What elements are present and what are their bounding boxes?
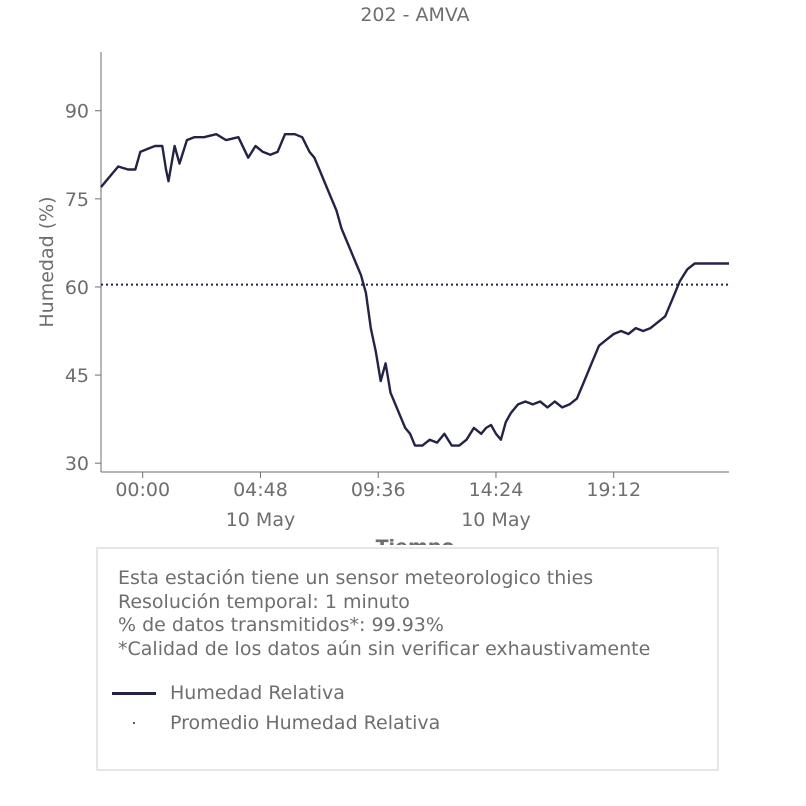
x-tick-date-label: 10 May: [461, 509, 531, 531]
x-ticks: 00:00 04:48 10 May 09:36 14:24 10 May 19:12: [115, 472, 641, 531]
info-line-transmitted: % de datos transmitidos*: 99.93%: [118, 614, 444, 636]
legend-swatch-dotted-line: [112, 716, 156, 730]
info-line-sensor: Esta estación tiene un sensor meteorolog…: [118, 567, 594, 589]
x-axis-label: Tiempo: [376, 536, 455, 545]
legend-item-average: Promedio Humedad Relativa: [112, 711, 440, 735]
y-tick-label: 75: [65, 189, 89, 211]
info-box: Esta estación tiene un sensor meteorolog…: [96, 547, 719, 771]
x-tick-label: 14:24: [469, 479, 524, 501]
x-tick-label: 04:48: [233, 479, 288, 501]
info-line-quality-note: *Calidad de los datos aún sin verificar …: [118, 637, 651, 660]
x-tick-label: 19:12: [586, 479, 641, 501]
info-line-resolution: Resolución temporal: 1 minuto: [118, 590, 410, 613]
y-tick-label: 45: [65, 365, 89, 387]
y-tick-label: 60: [65, 277, 89, 299]
legend-swatch-solid-line: [112, 686, 156, 700]
x-tick-label: 09:36: [351, 479, 406, 501]
legend-item-humidity: Humedad Relativa: [112, 681, 345, 705]
y-tick-label: 90: [65, 101, 89, 123]
humidity-chart: 202 - AMVA Humedad (%) Tiempo 30 45 60 75 90…: [36, 4, 729, 545]
y-tick-label: 30: [65, 453, 89, 475]
y-ticks: 30 45 60 75 90: [65, 101, 101, 475]
series-layer: [100, 132, 729, 447]
x-tick-date-label: 10 May: [226, 509, 296, 531]
x-tick-label: 00:00: [115, 479, 170, 501]
humidity-series-line: [100, 132, 729, 447]
chart-title: 202 - AMVA: [360, 4, 469, 26]
legend-label-average: Promedio Humedad Relativa: [170, 712, 441, 734]
info-text: Esta estación tiene un sensor meteorolog…: [118, 567, 650, 661]
y-axis-label: Humedad (%): [36, 196, 58, 327]
legend-label-humidity: Humedad Relativa: [170, 682, 345, 704]
